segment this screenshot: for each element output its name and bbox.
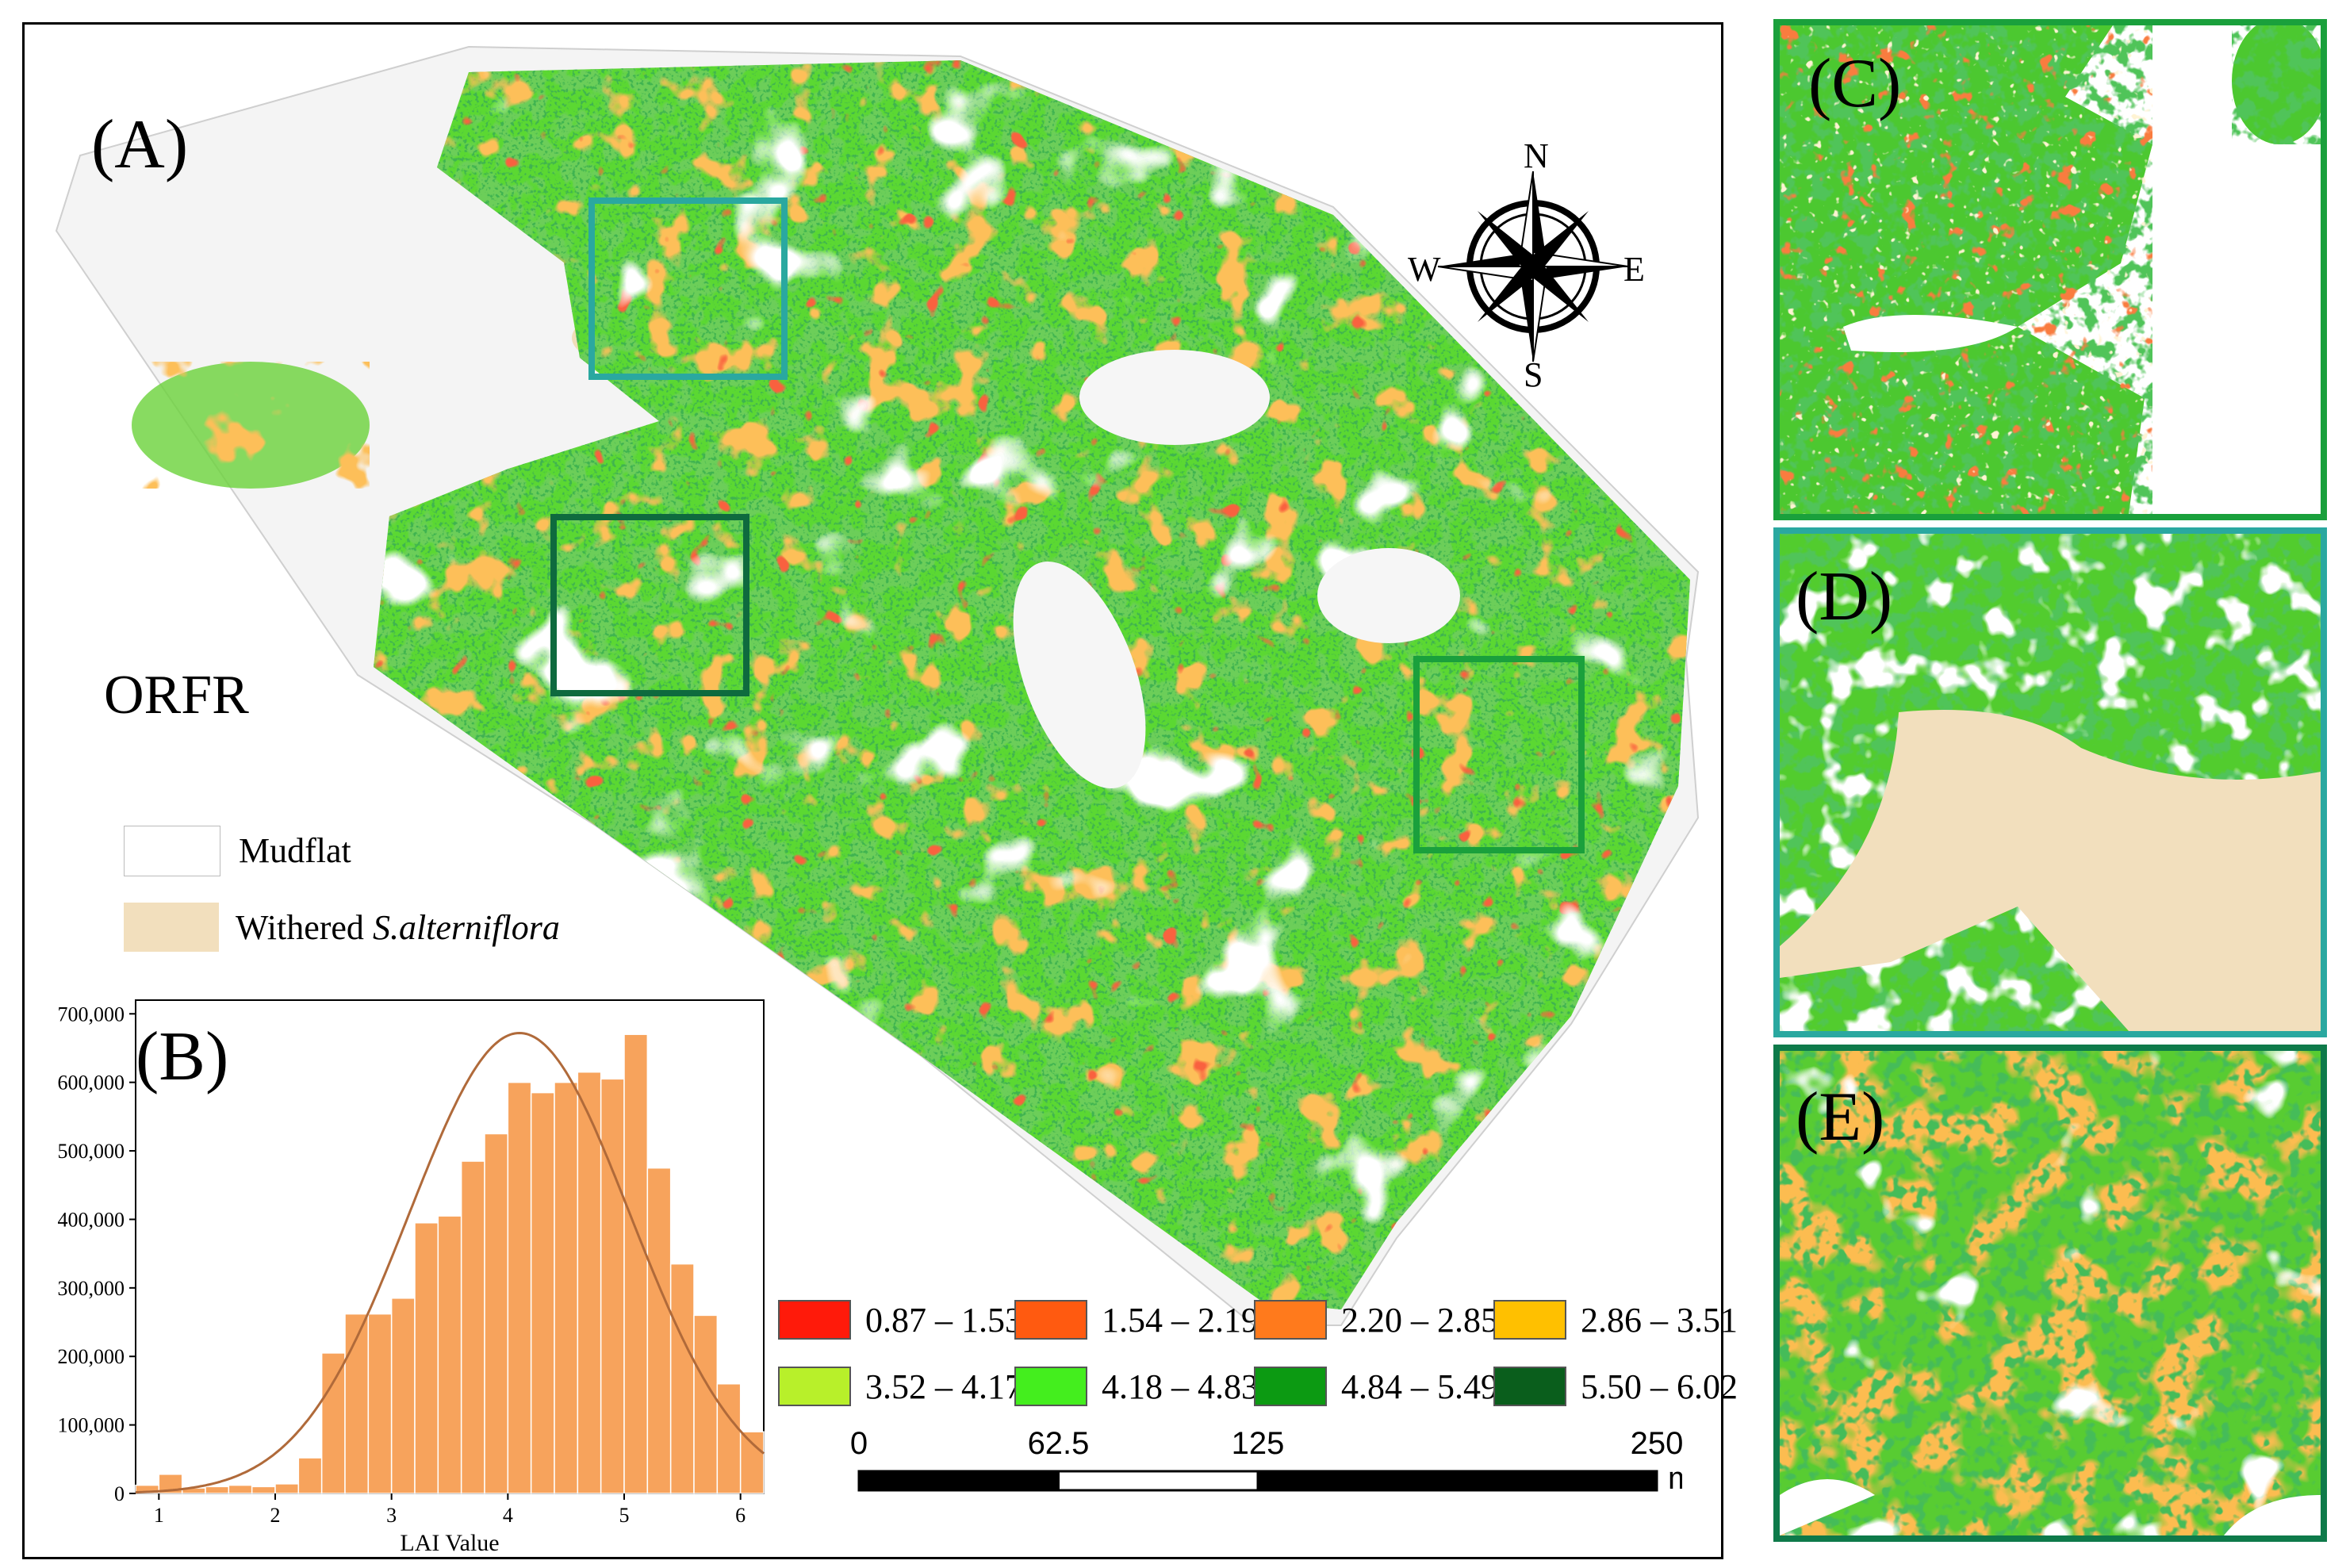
lai-class-label: 0.87 – 1.53: [865, 1301, 1022, 1340]
lai-class-swatch: [778, 1367, 851, 1406]
histogram-bar: [390, 1298, 416, 1494]
mudflat-label: Mudflat: [239, 831, 351, 870]
x-tick-label: 5: [619, 1504, 630, 1527]
histogram-bar: [205, 1486, 230, 1494]
x-axis-label: LAI Value: [400, 1530, 499, 1556]
scale-tick-label: 250: [1631, 1426, 1682, 1461]
panel-c-label: (C): [1808, 45, 1902, 122]
histogram-bar: [414, 1222, 439, 1494]
panel-c-map: [1780, 25, 2321, 514]
lai-class-swatch: [1254, 1300, 1327, 1340]
histogram-bar: [739, 1431, 765, 1494]
histogram-bar: [297, 1457, 323, 1494]
histogram-bar: [228, 1484, 253, 1494]
histogram-bar: [577, 1071, 602, 1494]
scale-bar-segment: [857, 1470, 1060, 1492]
histogram-bar: [344, 1313, 370, 1494]
x-tick-label: 4: [503, 1504, 513, 1527]
histogram-bar: [460, 1160, 485, 1494]
compass-n: N: [1524, 136, 1549, 175]
histogram-bar: [669, 1263, 695, 1494]
y-tick-label: 400,000: [58, 1208, 125, 1231]
histogram-bar: [484, 1133, 509, 1494]
lai-class-swatch: [1014, 1367, 1087, 1406]
inset-outline-c: [1413, 656, 1585, 853]
y-tick-label: 300,000: [58, 1277, 125, 1300]
histogram-bar: [716, 1383, 742, 1494]
x-tick-label: 1: [154, 1504, 164, 1527]
scale-bar: 0 62.5 125 250 m: [810, 1414, 1694, 1509]
lai-class-label: 3.52 – 4.17: [865, 1367, 1022, 1406]
compass-w: W: [1408, 250, 1441, 289]
lai-class-label: 4.18 – 4.83: [1102, 1367, 1259, 1406]
panel-a-label: (A): [91, 106, 189, 183]
lai-class-label: 5.50 – 6.02: [1581, 1367, 1738, 1406]
x-tick-label: 2: [270, 1504, 281, 1527]
histogram-bar: [251, 1486, 276, 1494]
lai-class-label: 1.54 – 2.19: [1102, 1301, 1259, 1340]
lai-histogram: 0 100,000 200,000 300,000 400,000 500,000 600,…: [58, 999, 765, 1556]
inset-outline-d: [588, 197, 788, 380]
site-label: ORFR: [104, 665, 249, 726]
panel-a-map-frame: (A) N S E W ORFR Mudflat Withered S.alte…: [22, 22, 1738, 1559]
withered-swatch: [124, 903, 219, 952]
scale-tick-label: 125: [1232, 1426, 1285, 1461]
y-tick-label: 0: [114, 1482, 125, 1505]
histogram-bar: [646, 1167, 672, 1494]
histogram-bar: [367, 1313, 393, 1494]
x-tick-label: 3: [386, 1504, 397, 1527]
compass-e: E: [1623, 250, 1645, 289]
histogram-bar: [693, 1314, 719, 1494]
scale-unit: m: [1668, 1461, 1682, 1496]
lai-class-swatch: [1493, 1300, 1566, 1340]
lai-class-label: 4.84 – 5.49: [1341, 1367, 1498, 1406]
histogram-bar: [600, 1078, 625, 1494]
panel-e-map: [1780, 1051, 2321, 1535]
y-tick-label: 200,000: [58, 1345, 125, 1368]
lai-class-swatch: [1254, 1367, 1327, 1406]
scale-bar-segment: [1256, 1470, 1658, 1492]
y-tick-label: 500,000: [58, 1140, 125, 1163]
histogram-bar: [530, 1091, 555, 1494]
withered-label: Withered S.alterniflora: [236, 908, 560, 947]
y-tick-label: 600,000: [58, 1072, 125, 1095]
compass-rose: N S E W: [1408, 136, 1652, 394]
lai-legend: 0.87 – 1.53 1.54 – 2.19 2.20 – 2.85 2.86 – …: [778, 1284, 1738, 1406]
inset-outline-e: [550, 514, 749, 696]
normal-fit-curve: [135, 1031, 765, 1494]
mudflat-swatch: [124, 826, 220, 876]
histogram-bar: [320, 1352, 346, 1494]
lai-class-label: 2.86 – 3.51: [1581, 1301, 1738, 1340]
panel-d-inset: (D): [1773, 527, 2327, 1037]
panel-b-label: (B): [136, 1018, 229, 1095]
y-tick-label: 100,000: [58, 1414, 125, 1437]
histogram-bar: [507, 1081, 532, 1494]
panel-c-inset: (C): [1773, 19, 2327, 520]
lai-class-swatch: [1014, 1300, 1087, 1340]
panel-d-label: (D): [1796, 558, 1893, 635]
histogram-bar: [623, 1033, 649, 1494]
lai-class-label: 2.20 – 2.85: [1341, 1301, 1498, 1340]
lai-class-swatch: [778, 1300, 851, 1340]
x-tick-label: 6: [735, 1504, 746, 1527]
y-tick-label: 700,000: [58, 1003, 125, 1026]
panel-d-map: [1780, 534, 2321, 1031]
histogram-panel: 0 100,000 200,000 300,000 400,000 500,000 600,…: [25, 976, 774, 1559]
scale-tick-label: 62.5: [1028, 1426, 1090, 1461]
histogram-bar: [437, 1215, 462, 1494]
panel-e-inset: (E): [1773, 1045, 2327, 1542]
compass-s: S: [1524, 355, 1543, 394]
scale-tick-label: 0: [850, 1426, 868, 1461]
lai-class-swatch: [1493, 1367, 1566, 1406]
histogram-bar: [554, 1081, 579, 1494]
scale-bar-segment: [1057, 1470, 1259, 1492]
panel-e-label: (E): [1796, 1079, 1885, 1156]
histogram-bar: [274, 1483, 300, 1494]
compass-icon: [1437, 171, 1629, 362]
